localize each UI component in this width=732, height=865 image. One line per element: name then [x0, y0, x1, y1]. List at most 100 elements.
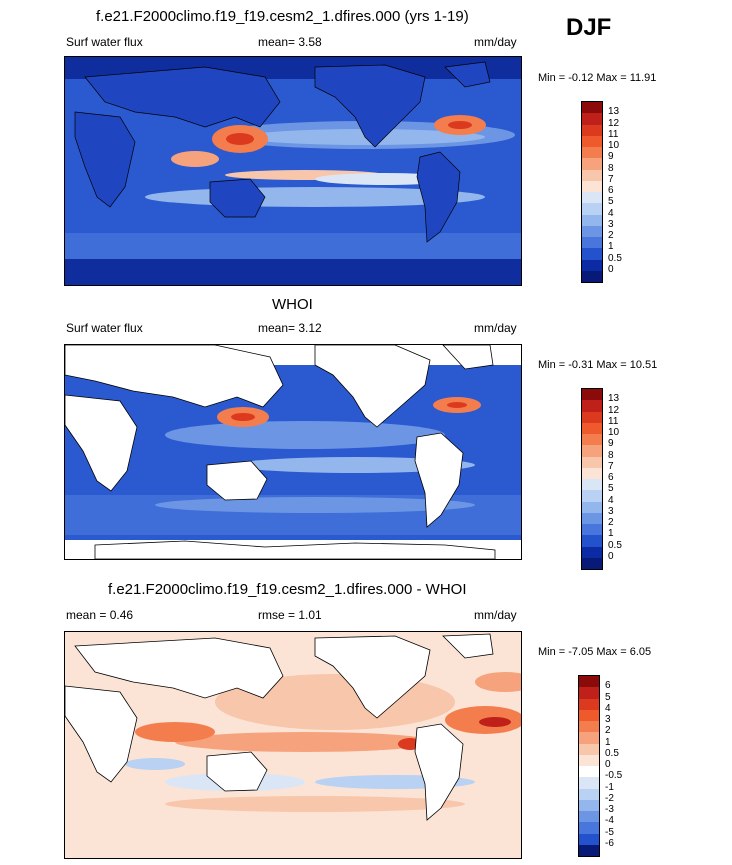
colorbar-swatch — [579, 709, 599, 721]
colorbar-swatch — [579, 743, 599, 755]
colorbar-swatch — [582, 113, 602, 125]
colorbar-swatch — [582, 192, 602, 204]
colorbar-swatch — [582, 400, 602, 412]
colorbar-tick-label: 10 — [608, 427, 620, 438]
colorbar-swatch — [582, 411, 602, 423]
colorbar-swatch — [582, 524, 602, 536]
panel-3-colorbar — [578, 675, 600, 857]
panel-2-variable-label: Surf water flux — [66, 321, 143, 335]
colorbar-swatch — [582, 135, 602, 147]
colorbar-tick-label: 0 — [608, 550, 614, 562]
colorbar-swatch — [579, 833, 599, 845]
panel-2-map — [64, 344, 522, 560]
colorbar-tick-label: 12 — [608, 117, 620, 129]
colorbar-swatch — [582, 259, 602, 271]
panel-3-units-label: mm/day — [474, 608, 517, 622]
colorbar-swatch — [582, 248, 602, 260]
colorbar-swatch — [582, 512, 602, 524]
colorbar-tick-label: -1 — [605, 781, 614, 793]
colorbar-swatch — [582, 225, 602, 237]
colorbar-swatch — [579, 687, 599, 699]
panel-2-minmax: Min = -0.31 Max = 10.51 — [538, 359, 658, 371]
colorbar-swatch — [579, 811, 599, 823]
colorbar-tick-label: 8 — [608, 449, 614, 461]
colorbar-swatch — [579, 777, 599, 789]
colorbar-swatch — [582, 237, 602, 249]
colorbar-tick-label: 1 — [608, 528, 614, 540]
colorbar-tick-label: 13 — [608, 393, 620, 405]
colorbar-swatch — [579, 822, 599, 834]
panel-2-mean-label: mean= 3.12 — [258, 321, 322, 335]
colorbar-tick-label: 11 — [608, 415, 619, 427]
colorbar-tick-label: -2 — [605, 792, 614, 804]
colorbar-tick-label: 4 — [608, 207, 614, 219]
colorbar-swatch — [582, 434, 602, 446]
panel-1-mean-label: mean= 3.58 — [258, 35, 322, 49]
colorbar-tick-label: 8 — [608, 162, 614, 174]
colorbar-swatch — [582, 490, 602, 502]
antarctic-band — [65, 257, 521, 285]
colorbar-tick-label: 6 — [605, 680, 611, 692]
panel-3-title: f.e21.F2000climo.f19_f19.cesm2_1.dfires.… — [108, 581, 467, 598]
colorbar-swatch — [579, 799, 599, 811]
colorbar-tick-label: 2 — [605, 725, 611, 737]
panel-2-title: WHOI — [272, 296, 313, 313]
colorbar-swatch — [582, 169, 602, 181]
colorbar-tick-label: 6 — [608, 472, 614, 483]
colorbar-swatch — [582, 422, 602, 434]
colorbar-swatch — [582, 389, 602, 401]
season-label: DJF — [566, 14, 612, 41]
colorbar-swatch — [579, 732, 599, 744]
colorbar-swatch — [579, 844, 599, 856]
panel-2-colorbar — [581, 388, 603, 570]
colorbar-tick-label: -4 — [605, 815, 614, 827]
colorbar-tick-label: 4 — [605, 702, 611, 714]
colorbar-tick-label: 1 — [608, 241, 614, 253]
colorbar-tick-label: 7 — [608, 173, 614, 185]
colorbar-tick-label: 3 — [608, 505, 614, 517]
colorbar-tick-label: 0.5 — [608, 252, 622, 264]
panel-3-rmse-label: rmse = 1.01 — [258, 608, 322, 622]
colorbar-tick-label: 4 — [608, 494, 614, 506]
colorbar-tick-label: 0 — [605, 759, 611, 770]
panel-1-title: f.e21.F2000climo.f19_f19.cesm2_1.dfires.… — [96, 8, 469, 25]
colorbar-tick-label: 5 — [605, 691, 611, 703]
panel-1-minmax: Min = -0.12 Max = 11.91 — [538, 72, 657, 84]
colorbar-tick-label: 11 — [608, 128, 619, 140]
continents — [65, 633, 494, 821]
colorbar-swatch — [579, 788, 599, 800]
ocean-field — [65, 345, 521, 559]
colorbar-swatch — [579, 698, 599, 710]
colorbar-tick-label: 6 — [608, 185, 614, 196]
colorbar-tick-label: 10 — [608, 140, 620, 151]
colorbar-swatch — [582, 535, 602, 547]
panel-1-map — [64, 56, 522, 286]
colorbar-tick-label: 0.5 — [605, 747, 619, 759]
colorbar-swatch — [582, 557, 602, 569]
colorbar-swatch — [579, 676, 599, 688]
panel-1-variable-label: Surf water flux — [66, 35, 143, 49]
colorbar-swatch — [582, 467, 602, 479]
colorbar-tick-label: -5 — [605, 826, 614, 838]
continents — [74, 61, 491, 243]
panel-3-minmax: Min = -7.05 Max = 6.05 — [538, 646, 652, 658]
colorbar-swatch — [582, 445, 602, 457]
panel-1-units-label: mm/day — [474, 35, 517, 49]
panel-1-colorbar — [581, 101, 603, 283]
colorbar-tick-label: 0.5 — [608, 539, 622, 551]
colorbar-tick-label: -6 — [605, 837, 614, 849]
colorbar-tick-label: 1 — [605, 736, 611, 748]
colorbar-tick-label: 5 — [608, 196, 614, 208]
colorbar-tick-label: 2 — [608, 517, 614, 528]
colorbar-swatch — [582, 124, 602, 136]
colorbar-tick-label: 2 — [608, 230, 614, 241]
colorbar-swatch — [582, 158, 602, 170]
panel-3-mean-label: mean = 0.46 — [66, 608, 134, 622]
colorbar-swatch — [582, 214, 602, 226]
colorbar-swatch — [582, 102, 602, 114]
colorbar-tick-label: 9 — [608, 438, 614, 450]
colorbar-swatch — [579, 766, 599, 778]
colorbar-swatch — [579, 721, 599, 733]
colorbar-tick-label: -0.5 — [605, 770, 623, 782]
colorbar-swatch — [582, 270, 602, 282]
